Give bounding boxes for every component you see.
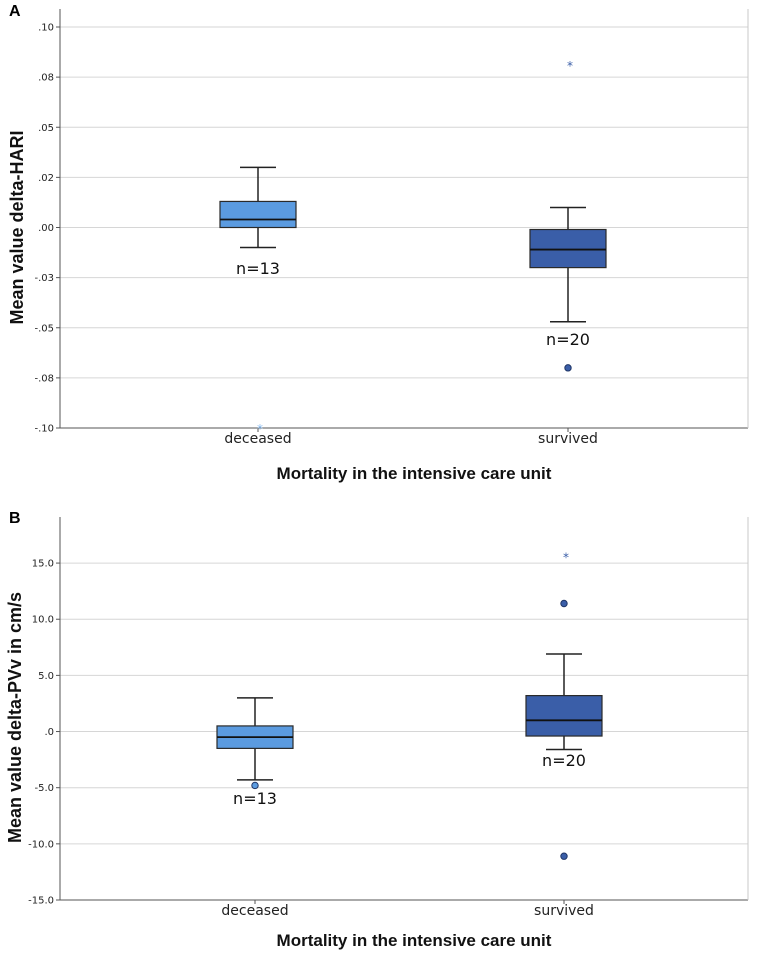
- x-tick-label-deceased: deceased: [221, 903, 288, 919]
- y-tick-label: .0: [44, 727, 54, 738]
- y-tick-label: -.08: [34, 373, 54, 384]
- n-label-survived: n=20: [542, 751, 586, 770]
- outlier-point: [560, 599, 568, 608]
- panel-letter: B: [9, 510, 21, 527]
- extreme-point: *: [257, 422, 263, 436]
- y-tick-label: -.10: [34, 424, 54, 435]
- y-tick-label: -5.0: [34, 783, 54, 794]
- outlier-point: [251, 781, 259, 790]
- x-axis-label: Mortality in the intensive care unit: [277, 464, 552, 483]
- y-axis-label: Mean value delta-HARI: [7, 130, 27, 324]
- x-tick-label-survived: survived: [534, 903, 594, 919]
- y-tick-label: .05: [38, 123, 54, 134]
- x-tick-label-survived: survived: [538, 431, 598, 447]
- panel-a: A .10 .08 .05 .02 .00 -.03 -.05 -.08 -.10 Mean val…: [7, 3, 749, 483]
- extreme-point: *: [567, 59, 573, 73]
- y-tick-label: 10.0: [32, 615, 54, 626]
- y-tick-label: -.05: [34, 323, 54, 334]
- y-tick-label: -.03: [34, 273, 54, 284]
- n-label-deceased: n=13: [233, 789, 277, 808]
- y-tick-label: .08: [38, 73, 54, 84]
- x-tick-label-deceased: deceased: [224, 431, 291, 447]
- y-tick-label: 5.0: [38, 671, 54, 682]
- y-tick-label: .10: [38, 23, 54, 34]
- x-axis-label: Mortality in the intensive care unit: [277, 931, 552, 950]
- y-tick-label: -15.0: [28, 896, 54, 907]
- y-tick-label: .00: [38, 223, 54, 234]
- outlier-point: [564, 364, 572, 372]
- panel-letter: A: [9, 3, 21, 20]
- n-label-survived: n=20: [546, 330, 590, 349]
- y-tick-label: .02: [38, 173, 54, 184]
- y-tick-label: 15.0: [32, 559, 54, 570]
- y-axis-label: Mean value delta-PVv in cm/s: [5, 592, 25, 843]
- n-label-deceased: n=13: [236, 259, 280, 278]
- y-tick-label: -10.0: [28, 839, 54, 850]
- extreme-point: *: [563, 550, 569, 564]
- box-survived: [529, 228, 607, 269]
- box-survived: [525, 694, 603, 737]
- panel-b: B 15.0 10.0 5.0 .0 -5.0 -10.0 -15.0 Mean value d…: [5, 510, 749, 950]
- outlier-point: [560, 852, 568, 860]
- box-deceased: [219, 200, 297, 229]
